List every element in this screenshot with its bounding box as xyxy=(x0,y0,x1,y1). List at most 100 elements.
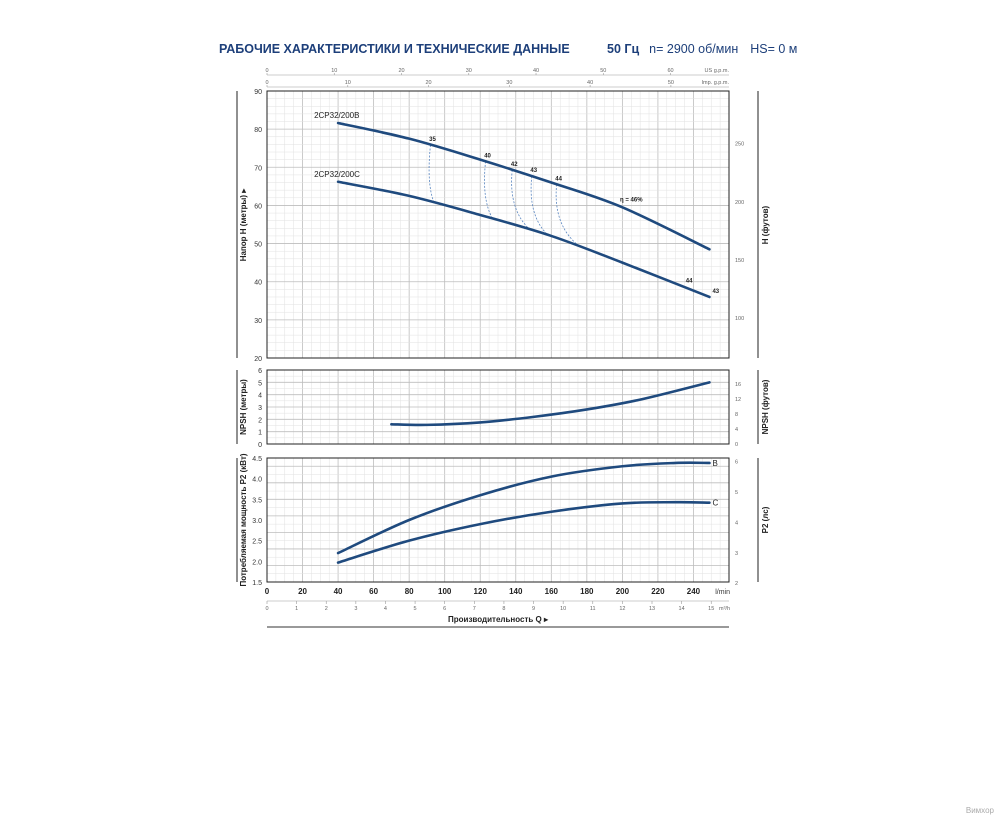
y-tick-label: 50 xyxy=(254,242,262,249)
m3h-tick-label: 15 xyxy=(708,606,714,612)
x-tick-label: 160 xyxy=(545,587,559,596)
m3h-tick-label: 13 xyxy=(649,606,655,612)
top-axis-tick-label: 0 xyxy=(265,68,268,74)
x-axis-unit: l/min xyxy=(715,589,730,596)
y-tick-label: 3.5 xyxy=(252,497,262,504)
top-axis-tick-label: 0 xyxy=(265,80,268,86)
x-tick-label: 40 xyxy=(334,587,343,596)
x-tick-label: 140 xyxy=(509,587,523,596)
y-right-tick-label: 16 xyxy=(735,382,741,388)
y-right-tick-label: 200 xyxy=(735,200,744,206)
x-tick-label: 220 xyxy=(651,587,665,596)
y-right-tick-label: 6 xyxy=(735,460,738,466)
x-tick-label: 100 xyxy=(438,587,452,596)
y-tick-label: 3 xyxy=(258,405,262,412)
y-axis-title: Потребляемая мощность P2 (кВт) xyxy=(239,453,248,586)
series-label: B xyxy=(712,459,717,468)
y-right-tick-label: 4 xyxy=(735,427,738,433)
y-right-axis-title: NPSH (футов) xyxy=(761,379,770,434)
m3h-axis-unit: m³/h xyxy=(719,606,730,612)
y-axis-title: Напор H (метры) ▸ xyxy=(239,188,248,262)
y-right-tick-label: 3 xyxy=(735,551,738,557)
efficiency-label: 35 xyxy=(429,137,436,143)
y-tick-label: 80 xyxy=(254,127,262,134)
operating-conditions: 50 Гц n= 2900 об/мин HS= 0 м xyxy=(607,42,809,56)
x-tick-label: 60 xyxy=(369,587,378,596)
y-right-tick-label: 150 xyxy=(735,258,744,264)
top-axis-tick-label: 60 xyxy=(667,68,673,74)
y-tick-label: 1 xyxy=(258,430,262,437)
y-tick-label: 4.0 xyxy=(252,477,262,484)
efficiency-label: 40 xyxy=(484,153,491,159)
y-tick-label: 20 xyxy=(254,356,262,363)
y-right-tick-label: 4 xyxy=(735,520,738,526)
plot-frame xyxy=(266,90,730,359)
curve-power-c xyxy=(336,500,711,564)
plot-frame xyxy=(266,369,730,445)
y-right-tick-label: 100 xyxy=(735,316,744,322)
y-tick-label: 40 xyxy=(254,280,262,287)
y-tick-label: 70 xyxy=(254,165,262,172)
watermark: Вимхор xyxy=(965,806,994,815)
m3h-tick-label: 12 xyxy=(619,606,625,612)
x-tick-label: 180 xyxy=(580,587,594,596)
m3h-tick-label: 11 xyxy=(590,606,596,612)
curve-2cp32-200b-head xyxy=(336,121,711,251)
efficiency-line-44 xyxy=(555,184,580,247)
series-label: 2CP32/200B xyxy=(314,111,359,120)
x-tick-label: 0 xyxy=(265,587,270,596)
m3h-tick-label: 14 xyxy=(679,606,685,612)
y-axis-title: NPSH (метры) xyxy=(239,379,248,435)
top-axis-tick-label: 30 xyxy=(506,80,512,86)
top-axis-tick-label: 10 xyxy=(345,80,351,86)
y-tick-label: 30 xyxy=(254,318,262,325)
x-tick-label: 20 xyxy=(298,587,307,596)
m3h-tick-label: 8 xyxy=(502,606,505,612)
efficiency-annotation: η = 46% xyxy=(620,197,643,203)
y-right-tick-label: 250 xyxy=(735,142,744,148)
x-tick-label: 80 xyxy=(405,587,414,596)
plot-frame xyxy=(266,457,730,583)
efficiency-annotation: 43 xyxy=(712,289,719,295)
efficiency-line-35 xyxy=(428,144,435,203)
y-tick-label: 2.5 xyxy=(252,539,262,546)
y-tick-label: 4.5 xyxy=(252,456,262,463)
y-tick-label: 4 xyxy=(258,393,262,400)
y-tick-label: 6 xyxy=(258,368,262,375)
series-label: C xyxy=(712,499,718,508)
y-tick-label: 5 xyxy=(258,380,262,387)
y-tick-label: 90 xyxy=(254,89,262,96)
x-tick-label: 200 xyxy=(616,587,630,596)
top-axis-tick-label: 30 xyxy=(466,68,472,74)
efficiency-label: 42 xyxy=(511,162,518,168)
y-right-axis-title: P2 (лс) xyxy=(761,506,770,533)
top-axis-unit: US g.p.m. xyxy=(705,68,730,74)
y-tick-label: 3.0 xyxy=(252,518,262,525)
curve-power-b xyxy=(336,461,711,555)
y-right-tick-label: 12 xyxy=(735,397,741,403)
m3h-tick-label: 9 xyxy=(532,606,535,612)
top-axis-tick-label: 20 xyxy=(425,80,431,86)
curve-2cp32-200c-head xyxy=(336,180,711,299)
y-tick-label: 1.5 xyxy=(252,580,262,587)
x-tick-label: 240 xyxy=(687,587,701,596)
m3h-tick-label: 5 xyxy=(414,606,417,612)
m3h-tick-label: 10 xyxy=(560,606,566,612)
y-tick-label: 0 xyxy=(258,442,262,449)
series-label: 2CP32/200C xyxy=(314,170,360,179)
efficiency-annotation: 44 xyxy=(686,278,693,284)
efficiency-label: 44 xyxy=(555,176,562,182)
m3h-tick-label: 2 xyxy=(325,606,328,612)
m3h-tick-label: 7 xyxy=(473,606,476,612)
y-tick-label: 2.0 xyxy=(252,559,262,566)
m3h-tick-label: 3 xyxy=(354,606,357,612)
suction-height: HS= 0 м xyxy=(750,42,798,56)
page-title: РАБОЧИЕ ХАРАКТЕРИСТИКИ И ТЕХНИЧЕСКИЕ ДАН… xyxy=(219,42,570,56)
x-axis-title: Производительность Q ▸ xyxy=(448,615,549,624)
y-right-tick-label: 2 xyxy=(735,581,738,587)
y-tick-label: 60 xyxy=(254,203,262,210)
m3h-tick-label: 0 xyxy=(265,606,268,612)
y-right-tick-label: 8 xyxy=(735,412,738,418)
efficiency-label: 43 xyxy=(530,168,537,174)
curve-npsh xyxy=(390,381,711,427)
